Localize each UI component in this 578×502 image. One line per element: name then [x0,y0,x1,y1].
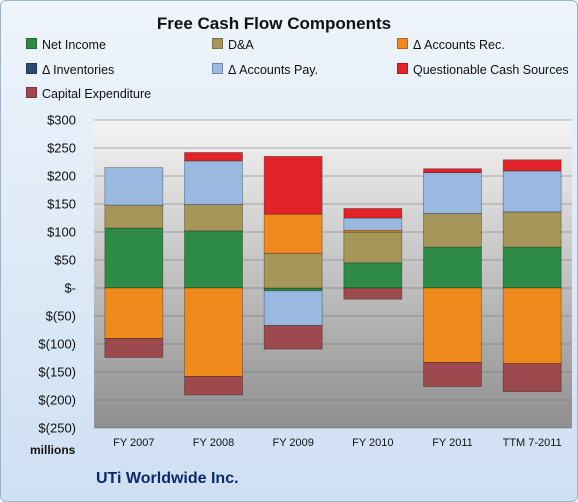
y-tick-label: $(250) [38,421,76,436]
legend-label: Net Income [42,38,106,52]
bar-segment [104,287,164,339]
bar-segment [263,252,323,289]
legend-swatch [397,63,408,74]
x-tick-label: FY 2011 [432,437,473,449]
bar-segment [263,213,323,254]
bar-segment [263,155,323,215]
plot-area [94,120,572,428]
legend-item-net-income: Net Income [26,38,106,52]
x-tick-label: FY 2007 [113,437,154,449]
bar-segment [423,362,482,387]
bar-segment [104,204,164,229]
y-tick-label: $200 [47,169,76,184]
bar-segment [104,337,164,358]
bar-segment [263,290,323,326]
bar-segment [423,213,482,248]
legend-swatch [26,38,37,49]
legend-label: Δ Accounts Rec. [413,38,505,52]
bar-segment [263,325,323,350]
bar-segment [263,287,323,292]
bar-segment [184,160,243,205]
bar-segment [343,217,403,231]
y-tick-label: $(200) [38,393,76,408]
legend-swatch [26,63,37,74]
bar-segment [423,172,482,214]
bar-segment [423,168,482,174]
bar-segment [343,208,403,219]
legend: Net Income D&A Δ Accounts Rec. Δ Invento… [0,0,578,110]
bar-segment [184,230,243,289]
x-tick-label: FY 2009 [272,437,313,449]
legend-item-accounts-rec: Δ Accounts Rec. [397,38,505,52]
legend-item-questionable-cash: Questionable Cash Sources [397,63,569,77]
y-tick-label: $300 [47,113,76,128]
legend-label: Questionable Cash Sources [413,63,569,77]
legend-swatch [397,38,408,49]
units-label: millions [30,443,76,457]
bar-segment [502,170,562,213]
company-name: UTi Worldwide Inc. [96,470,239,487]
y-tick-label: $(150) [38,365,76,380]
y-tick-label: $(50) [46,309,76,324]
bar-segment [184,152,243,162]
y-tick-label: $150 [47,197,76,212]
x-tick-label: FY 2010 [352,437,393,449]
chart-title: Free Cash Flow Components [156,14,392,33]
y-tick-label: $(100) [38,337,76,352]
bar-segment [423,246,482,289]
bar-segment [502,246,562,289]
legend-label: Δ Inventories [42,63,115,77]
x-tick-label: FY 2008 [193,437,234,449]
y-tick-label: $- [64,281,76,296]
legend-swatch [26,87,37,98]
bar-segment [502,287,562,364]
legend-label: Capital Expenditure [42,87,152,101]
legend-item-capex: Capital Expenditure [26,87,151,101]
y-tick-label: $50 [54,253,76,268]
legend-swatch [212,63,223,74]
x-tick-label: TTM 7-2011 [503,437,562,449]
bar-segment [502,211,562,248]
legend-swatch [212,38,223,49]
legend-item-da: D&A [212,38,254,52]
bar-segment [502,159,562,172]
legend-label: Δ Accounts Pay. [228,63,319,77]
bar-segment [343,262,403,289]
legend-item-accounts-pay: Δ Accounts Pay. [212,63,318,77]
bar-segment [104,227,164,289]
bar-segment [343,287,403,300]
bar-segment [502,363,562,393]
bar-segment [184,287,243,377]
legend-item-inventories: Δ Inventories [26,63,114,77]
legend-label: D&A [228,38,254,52]
y-tick-label: $250 [47,141,76,156]
bar-segment [343,231,403,264]
bar-segment [184,376,243,396]
y-tick-label: $100 [47,225,76,240]
bar-segment [423,287,482,363]
bar-segment [184,204,243,232]
bar-segment [104,167,164,206]
